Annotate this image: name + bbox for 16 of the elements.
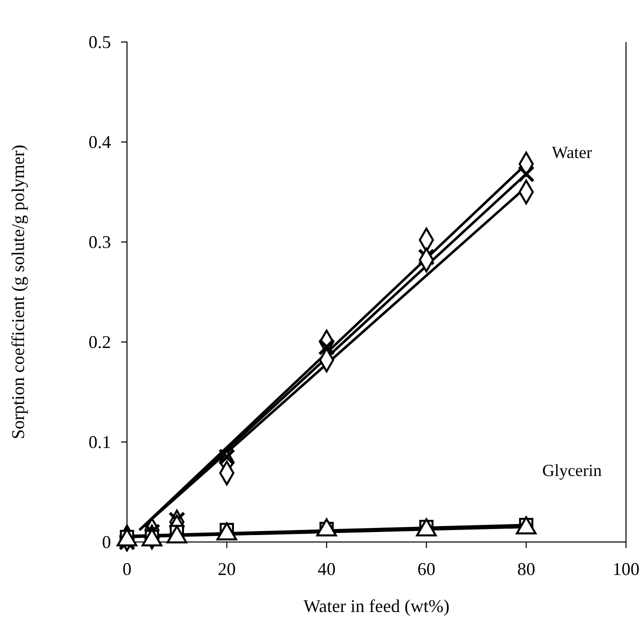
y-tick-label: 0 bbox=[102, 532, 111, 552]
annotation: Water bbox=[552, 143, 592, 162]
x-tick-label: 60 bbox=[417, 558, 436, 579]
y-tick-label: 0.1 bbox=[88, 432, 111, 452]
y-tick-label: 0.2 bbox=[88, 332, 111, 352]
y-tick-label: 0.3 bbox=[88, 232, 111, 252]
x-tick-label: 0 bbox=[122, 558, 132, 579]
annotation: Glycerin bbox=[542, 461, 602, 480]
x-tick-label: 20 bbox=[218, 558, 236, 579]
x-tick-label: 40 bbox=[318, 558, 336, 579]
y-tick-label: 0.4 bbox=[88, 132, 111, 152]
x-tick-label: 80 bbox=[517, 558, 536, 579]
y-tick-label: 0.5 bbox=[88, 32, 111, 52]
x-tick-label: 100 bbox=[612, 558, 640, 579]
x-axis-title: Water in feed (wt%) bbox=[304, 596, 450, 616]
y-axis-title: Sorption coefficient (g solute/g polymer) bbox=[8, 144, 28, 440]
